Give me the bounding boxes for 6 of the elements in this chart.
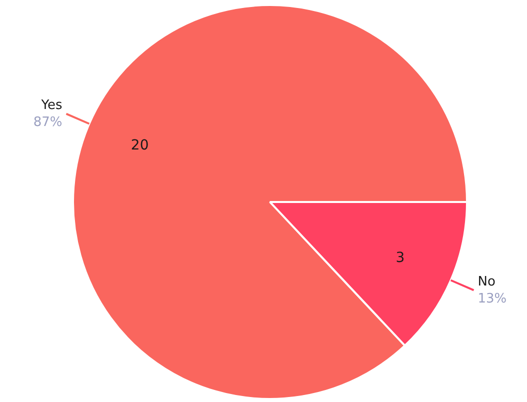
slice-label: Yes — [40, 98, 62, 114]
text: 3 — [396, 250, 405, 266]
slice-label: No — [478, 274, 496, 290]
data-label: 87% — [33, 115, 62, 130]
text: 20 — [130, 137, 149, 154]
data-label: 13% — [478, 292, 507, 307]
